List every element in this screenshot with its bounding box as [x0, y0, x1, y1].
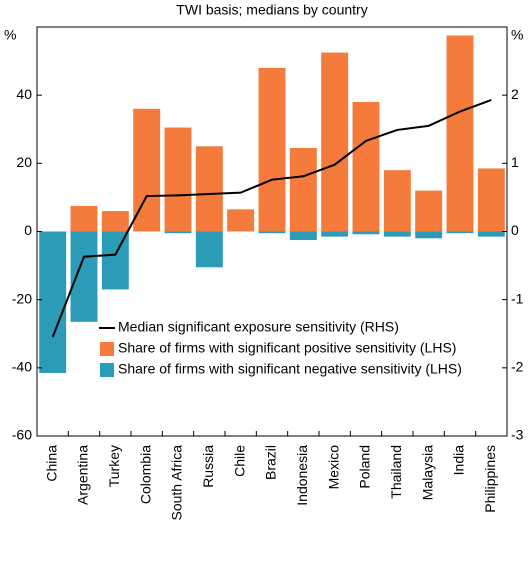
y-tick-label: 0 — [24, 222, 32, 238]
bar — [227, 209, 255, 232]
x-tick-label: Brazil — [263, 445, 279, 480]
bar — [101, 211, 129, 232]
line — [51, 99, 492, 338]
bar — [289, 147, 317, 232]
x-tick-label: Colombia — [137, 445, 153, 504]
bar — [258, 231, 286, 234]
bar — [39, 231, 67, 373]
legend-swatch — [100, 363, 114, 377]
y-tick-label: 20 — [16, 154, 32, 170]
bar — [321, 52, 349, 232]
x-tick-label: Russia — [200, 445, 216, 488]
bar — [383, 231, 411, 237]
bar — [446, 35, 474, 232]
legend-label: Median significant exposure sensitivity … — [118, 319, 399, 335]
x-tick-label: South Africa — [169, 445, 185, 521]
y2-tick-label: 0 — [511, 222, 519, 238]
bar — [195, 231, 223, 268]
y-tick-label: 40 — [16, 86, 32, 102]
bar — [352, 101, 380, 232]
bar — [446, 231, 474, 234]
bar — [101, 231, 129, 290]
x-tick-label: Indonesia — [294, 445, 310, 506]
x-tick-label: Turkey — [106, 445, 122, 487]
bar — [70, 205, 98, 232]
bar — [195, 146, 223, 232]
y2-tick-label: -2 — [511, 359, 524, 375]
y2-tick-label: -3 — [511, 427, 524, 443]
x-tick-label: Thailand — [388, 445, 404, 499]
bar — [164, 127, 192, 232]
bar — [70, 231, 98, 322]
bar — [415, 190, 443, 232]
legend-swatch — [100, 342, 114, 356]
y2-tick-label: -1 — [511, 290, 524, 306]
bar — [477, 168, 505, 232]
chart-title: TWI basis; medians by country — [176, 2, 367, 18]
x-tick-label: Argentina — [75, 445, 91, 505]
bar — [352, 231, 380, 235]
y-tick-label: -40 — [12, 359, 32, 375]
y2-tick-label: 1 — [511, 154, 519, 170]
bar — [477, 231, 505, 237]
x-tick-label: Chile — [231, 445, 247, 477]
bar — [164, 231, 192, 234]
x-tick-label: Malaysia — [419, 445, 435, 500]
y2-unit: % — [511, 27, 523, 43]
bar — [415, 231, 443, 239]
legend-label: Share of firms with significant negative… — [118, 361, 462, 377]
bar — [383, 170, 411, 232]
x-tick-label: Mexico — [325, 445, 341, 490]
x-tick-label: China — [43, 445, 59, 482]
x-tick-label: India — [451, 445, 467, 476]
y2-tick-label: 2 — [511, 86, 519, 102]
x-tick-label: Poland — [357, 445, 373, 489]
x-tick-label: Philippines — [482, 445, 498, 513]
legend-label: Share of firms with significant positive… — [118, 340, 456, 356]
y-unit: % — [4, 27, 16, 43]
bar — [258, 67, 286, 232]
bar — [289, 231, 317, 241]
y-tick-label: -20 — [12, 290, 32, 306]
bar — [321, 231, 349, 237]
y-tick-label: -60 — [12, 427, 32, 443]
